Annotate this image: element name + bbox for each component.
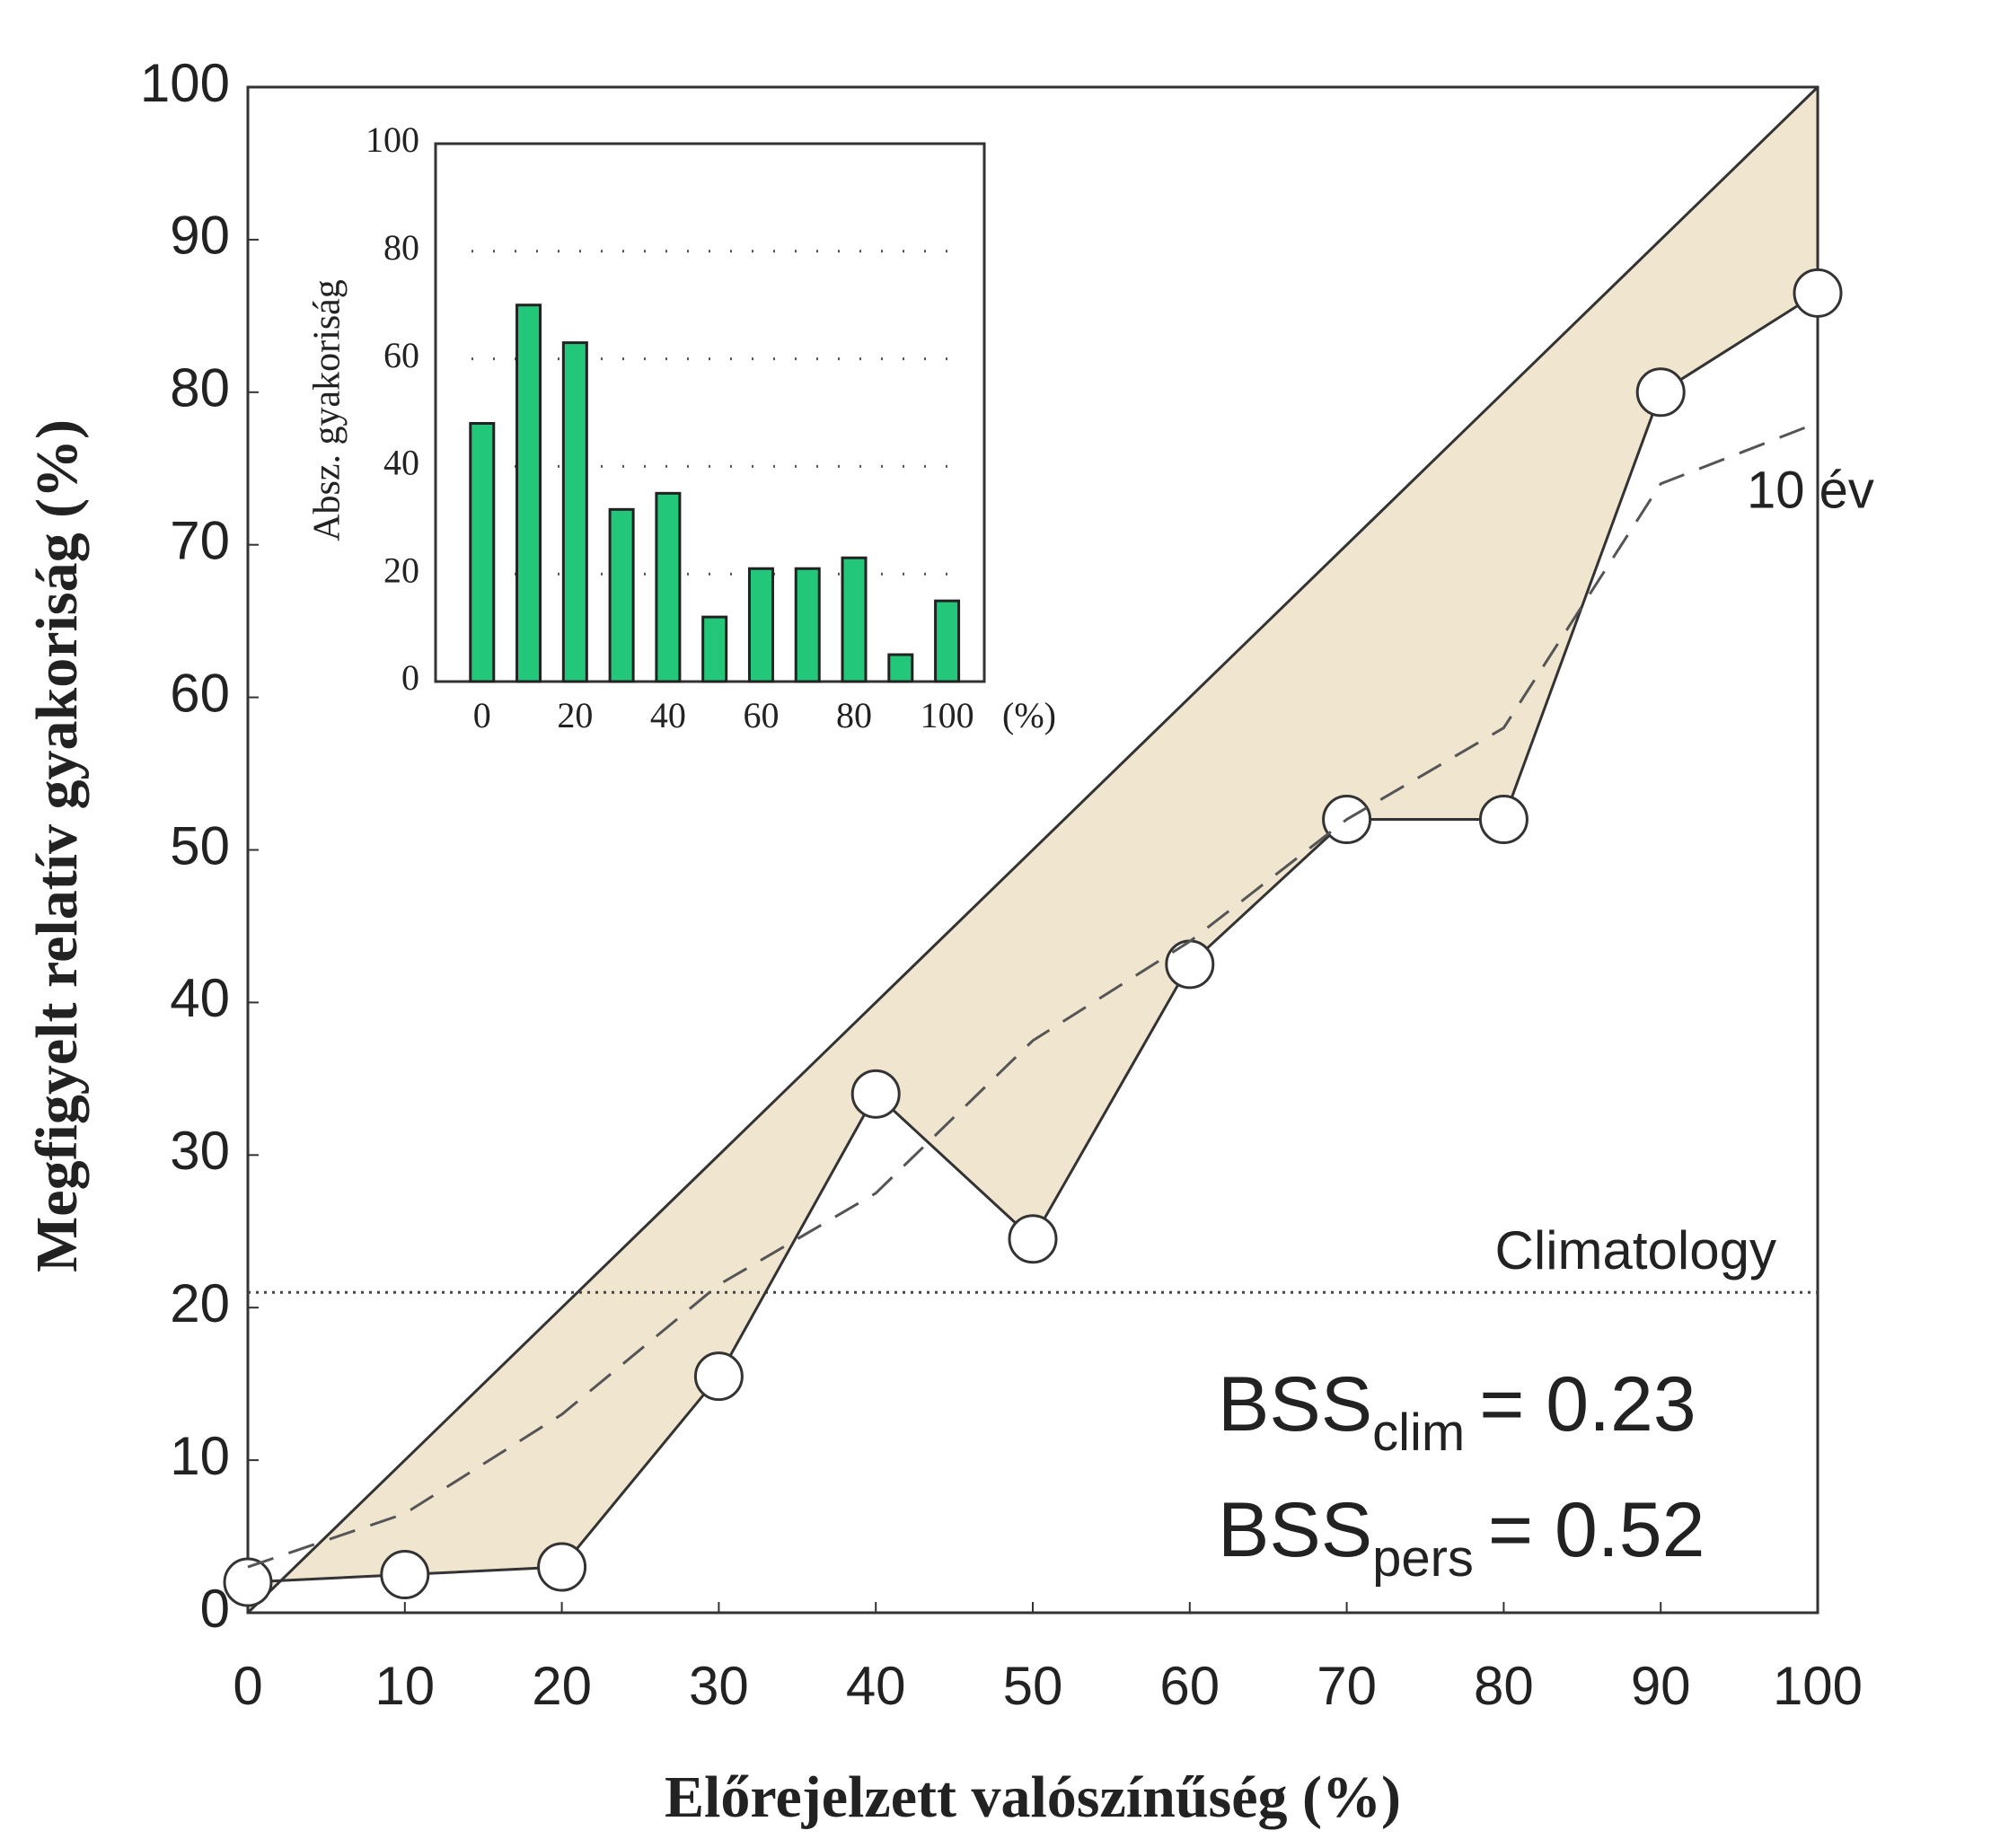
inset-x-tick-label: 80	[836, 695, 872, 735]
marker	[223, 1557, 273, 1607]
marker	[537, 1542, 587, 1592]
climatology-label: Climatology	[1495, 1220, 1776, 1280]
bar	[934, 599, 961, 683]
x-tick-label: 50	[1003, 1656, 1063, 1716]
y-axis-title: Megfigyelt relatív gyakoriság (%)	[24, 419, 90, 1272]
bar	[841, 556, 868, 683]
y-tick-label: 80	[170, 358, 230, 418]
diagonal	[246, 85, 1819, 1615]
bss-main: BSS	[1218, 1487, 1372, 1573]
x-tick-label: 40	[846, 1656, 906, 1716]
y-tick-label: 90	[170, 206, 230, 266]
marker	[1165, 939, 1215, 990]
bar	[655, 491, 682, 683]
y-tick-label: 70	[170, 511, 230, 571]
bar	[887, 653, 914, 683]
bar	[515, 304, 542, 683]
bss-annotation: BSSpers = 0.52	[1218, 1487, 1705, 1588]
inset-x-tick-label: 100	[921, 695, 974, 735]
bss-value: = 0.23	[1479, 1361, 1696, 1448]
x-tick-label: 100	[1773, 1656, 1863, 1716]
marker	[380, 1550, 430, 1600]
y-tick-label: 40	[170, 968, 230, 1028]
marker	[1635, 367, 1686, 418]
y-tick-label: 10	[170, 1426, 230, 1486]
y-tick-label: 30	[170, 1121, 230, 1181]
inset-y-title: Absz. gyakoriság	[307, 279, 348, 541]
bar	[701, 615, 728, 683]
y-tick-label: 20	[170, 1273, 230, 1333]
bss-sub: pers	[1372, 1529, 1474, 1588]
bar	[561, 341, 588, 683]
bar	[794, 567, 821, 683]
y-tick-label: 50	[170, 815, 230, 876]
bss-annotation: BSSclim = 0.23	[1218, 1361, 1696, 1463]
x-tick-label: 90	[1631, 1656, 1691, 1716]
x-tick-label: 10	[374, 1656, 435, 1716]
inset-x-tick-label: 40	[650, 695, 686, 735]
inset-y-tick-label: 20	[383, 550, 419, 590]
y-tick-label: 100	[140, 53, 230, 113]
x-tick-label: 60	[1159, 1656, 1220, 1716]
marker	[850, 1069, 901, 1119]
marker	[1793, 268, 1843, 318]
x-tick-label: 70	[1317, 1656, 1377, 1716]
bss-sub: clim	[1372, 1404, 1465, 1462]
bar	[608, 507, 635, 683]
inset-x-tick-label: 0	[473, 695, 491, 735]
series-label: 10 év	[1747, 461, 1874, 519]
x-axis-title: Előrejelzett valószínűség (%)	[665, 1764, 1401, 1830]
inset-y-tick-label: 100	[366, 119, 419, 160]
inset-x-unit: (%)	[1002, 695, 1056, 735]
dashed-line	[247, 421, 1819, 1569]
bar	[747, 567, 774, 683]
inset-y-tick-label: 0	[401, 657, 419, 698]
bss-main: BSS	[1218, 1361, 1372, 1448]
bar	[469, 421, 496, 683]
inset-y-tick-label: 60	[383, 335, 419, 375]
x-tick-label: 0	[233, 1656, 262, 1716]
x-tick-label: 20	[532, 1656, 592, 1716]
x-tick-label: 80	[1474, 1656, 1534, 1716]
inset-y-tick-label: 80	[383, 227, 419, 268]
inset-x-tick-label: 20	[557, 695, 593, 735]
marker	[693, 1351, 744, 1402]
y-tick-label: 60	[170, 663, 230, 723]
inset-y-tick-label: 40	[383, 443, 419, 483]
bss-value: = 0.52	[1488, 1487, 1705, 1573]
marker	[1478, 795, 1529, 845]
inset-x-tick-label: 60	[743, 695, 779, 735]
marker	[1008, 1214, 1058, 1264]
x-tick-label: 30	[689, 1656, 749, 1716]
